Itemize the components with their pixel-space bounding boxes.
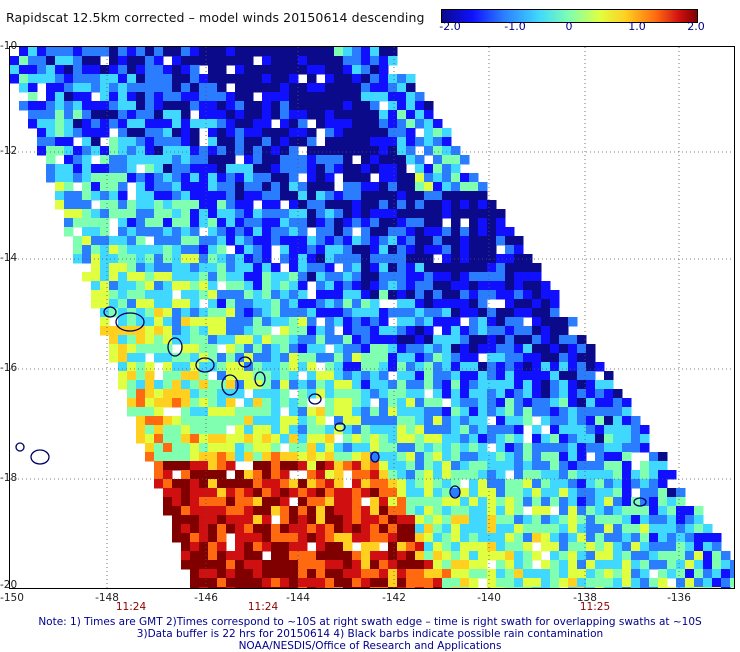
footnote-line-2: 3)Data buffer is 22 hrs for 20150614 4) … <box>136 628 604 640</box>
lat-label: -20 <box>0 579 18 591</box>
island-outline <box>308 393 322 405</box>
lat-label: -12 <box>0 145 18 157</box>
lat-label: -14 <box>0 252 18 264</box>
lat-label: -18 <box>0 472 18 484</box>
time-label: 11:25 <box>579 601 611 613</box>
wind-difference-map <box>9 46 735 589</box>
colorbar-tick: 2.0 <box>687 20 705 33</box>
colorbar-tick: -2.0 <box>439 20 461 33</box>
island-outline <box>30 449 50 465</box>
colorbar-tick: 1.0 <box>628 20 646 33</box>
swath-canvas <box>10 47 734 588</box>
colorbar-tick: -1.0 <box>504 20 526 33</box>
island-outline <box>167 337 183 357</box>
island-outline <box>238 356 252 368</box>
lon-label: -150 <box>0 592 24 604</box>
island-outline <box>449 485 461 499</box>
lon-label: -144 <box>286 592 310 604</box>
lat-label: -10 <box>0 40 18 52</box>
lon-label: -136 <box>667 592 691 604</box>
lat-label: -16 <box>0 362 18 374</box>
footnote-credit: NOAA/NESDIS/Office of Research and Appli… <box>238 640 502 652</box>
island-outline <box>334 422 346 432</box>
lon-label: -142 <box>382 592 406 604</box>
island-outline <box>115 312 145 332</box>
lon-label: -140 <box>477 592 501 604</box>
island-outline <box>221 374 239 396</box>
time-label: 11:24 <box>247 601 279 613</box>
lon-label: -148 <box>95 592 119 604</box>
island-outline <box>15 442 25 452</box>
map-title: Rapidscat 12.5km corrected – model winds… <box>6 10 425 25</box>
lon-label: -138 <box>573 592 597 604</box>
island-outline <box>195 357 215 373</box>
island-outline <box>254 371 266 387</box>
island-outline <box>103 306 117 318</box>
footnote-line-1: Note: 1) Times are GMT 2)Times correspon… <box>38 616 702 628</box>
colorbar <box>441 9 698 23</box>
lon-label: -146 <box>194 592 218 604</box>
colorbar-tick: 0 <box>565 20 573 33</box>
island-outline <box>633 497 647 507</box>
time-label: 11:24 <box>115 601 147 613</box>
island-outline <box>370 451 380 463</box>
